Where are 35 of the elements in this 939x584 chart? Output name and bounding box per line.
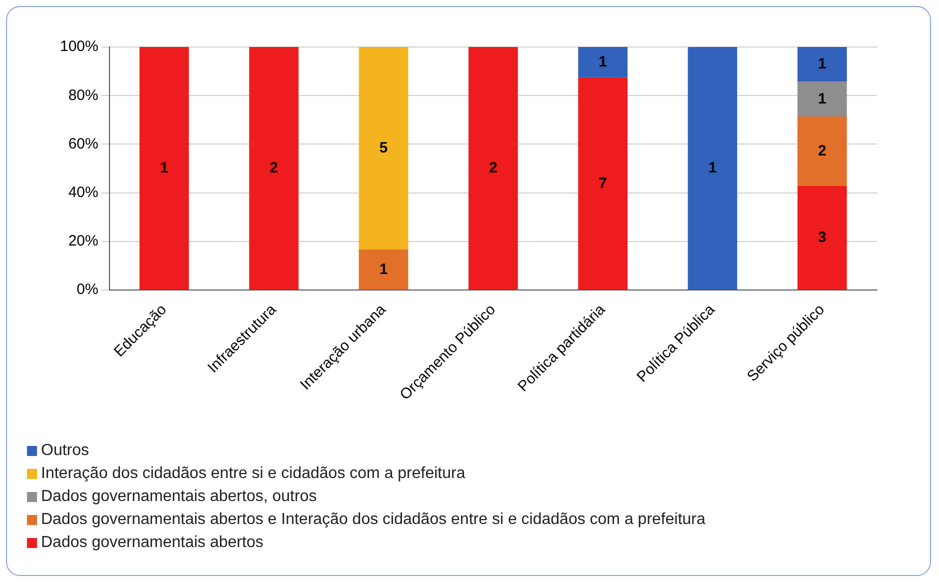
bar (797, 47, 847, 82)
bar (578, 77, 628, 290)
bar (797, 186, 847, 290)
bar (358, 47, 408, 250)
y-tick-label: 100% (60, 38, 98, 56)
annotation: 2 (818, 142, 826, 160)
bar (140, 47, 189, 290)
bar (358, 249, 408, 290)
annotation: 1 (818, 90, 826, 108)
annotation: 2 (270, 160, 278, 177)
legend-label: Dados governamentais abertos, outros (41, 488, 317, 506)
legend-label: Dados governamentais abertos e Interação dos cidadãos entre si e cidadãos com a prefeitura (41, 510, 706, 528)
annotation: 1 (708, 160, 717, 177)
legend-label: Outros (41, 442, 90, 460)
bar (797, 116, 847, 186)
annotation: 2 (489, 160, 498, 177)
bar (468, 47, 518, 290)
bar (797, 82, 847, 117)
annotation: 1 (598, 53, 608, 70)
annotation: 1 (160, 160, 168, 177)
bar (688, 47, 738, 290)
y-tick-label: 80% (68, 86, 98, 104)
y-tick-label: 0% (76, 281, 98, 298)
legend-label: Dados governamentais abertos (41, 534, 264, 552)
annotation: 7 (598, 174, 608, 192)
y-tick-label: 20% (68, 232, 98, 250)
annotation: 1 (379, 260, 388, 278)
annotation: 5 (379, 139, 388, 156)
y-tick-label: 60% (68, 135, 98, 152)
annotation: 3 (818, 229, 826, 246)
bar (578, 47, 628, 78)
annotation: 1 (818, 56, 826, 73)
legend-label: Interação dos cidadãos entre si e cidadãos com a prefeitura (41, 464, 466, 482)
bar (249, 47, 299, 290)
y-tick-label: 40% (68, 184, 98, 201)
